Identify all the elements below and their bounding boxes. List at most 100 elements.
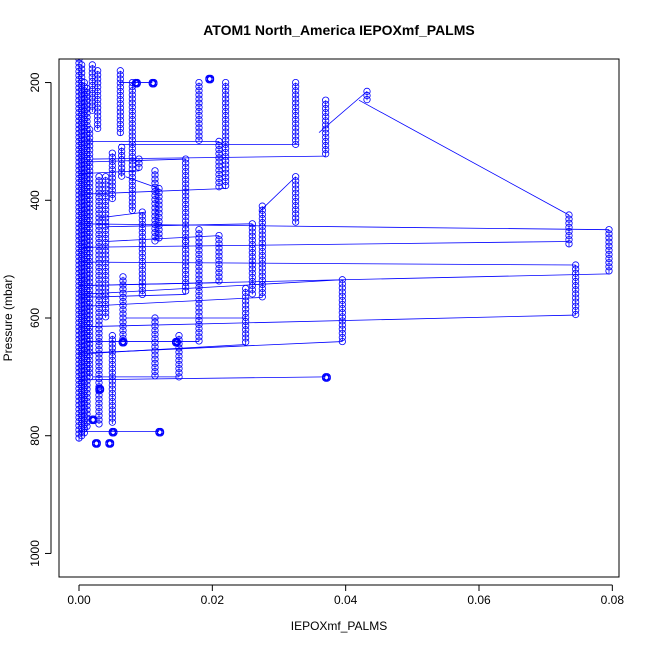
data-point — [258, 256, 266, 264]
data-point — [128, 140, 136, 148]
data-point — [565, 227, 573, 236]
data-point — [83, 257, 91, 266]
data-point — [83, 377, 91, 385]
data-point — [572, 277, 580, 286]
y-tick-label: 200 — [28, 72, 42, 92]
data-point — [128, 120, 136, 128]
data-point — [102, 218, 110, 226]
data-point — [95, 403, 103, 412]
data-point — [116, 71, 124, 79]
data-point — [86, 294, 94, 303]
data-point — [83, 369, 91, 377]
data-point — [83, 183, 91, 191]
data-point — [116, 112, 124, 120]
data-point — [86, 270, 94, 278]
data-point — [195, 132, 203, 140]
data-point — [292, 218, 300, 226]
data-point — [182, 246, 190, 254]
data-point — [83, 381, 91, 389]
data-point — [86, 224, 94, 233]
data-point — [108, 373, 116, 381]
data-point — [258, 219, 266, 227]
data-point — [116, 100, 124, 108]
data-point — [138, 274, 146, 282]
data-point — [86, 187, 94, 196]
data-point — [195, 300, 203, 308]
data-point — [195, 116, 203, 124]
data-point — [118, 147, 126, 156]
data-point — [102, 193, 110, 201]
data-point — [95, 399, 103, 407]
data-point — [151, 347, 159, 355]
data-point — [95, 329, 103, 337]
data-point — [108, 365, 116, 373]
data-point — [242, 334, 250, 342]
y-tick-label: 400 — [28, 190, 42, 210]
data-point — [83, 241, 91, 249]
data-point — [222, 120, 230, 128]
data-point — [242, 317, 250, 326]
data-point — [258, 231, 266, 239]
data-point — [102, 292, 110, 300]
data-point — [242, 338, 250, 346]
data-point — [86, 323, 94, 332]
data-point — [116, 87, 124, 95]
data-point — [215, 141, 223, 150]
data-point — [86, 319, 94, 327]
data-point — [565, 211, 573, 219]
data-point — [128, 177, 136, 186]
data-point — [338, 337, 346, 346]
data-point — [195, 312, 203, 320]
data-point — [83, 126, 91, 134]
data-point — [155, 230, 163, 238]
data-point — [322, 146, 330, 154]
data-point — [128, 202, 136, 210]
data-point — [102, 239, 110, 247]
data-point — [565, 223, 573, 231]
data-point — [102, 296, 110, 304]
data-point — [195, 275, 203, 283]
data-point — [83, 402, 91, 410]
data-point — [195, 271, 203, 279]
data-point — [102, 284, 110, 292]
data-point — [86, 360, 94, 369]
data-point — [258, 264, 266, 272]
data-point — [138, 286, 146, 294]
data-point — [338, 276, 346, 284]
data-point — [108, 385, 116, 393]
data-point — [138, 216, 146, 224]
y-tick-label: 600 — [28, 308, 42, 328]
data-point — [86, 315, 94, 323]
data-point — [572, 306, 580, 314]
data-point — [83, 163, 91, 171]
data-point — [102, 304, 110, 313]
data-point — [83, 294, 91, 303]
data-point — [222, 87, 230, 95]
data-point — [78, 61, 86, 69]
data-point — [195, 304, 203, 312]
data-point — [292, 120, 300, 128]
data-point — [102, 201, 110, 210]
data-point — [83, 422, 91, 430]
data-point — [86, 241, 94, 249]
data-point — [258, 243, 266, 251]
data-point — [94, 120, 102, 128]
data-point — [565, 215, 573, 223]
data-point — [83, 344, 91, 352]
data-point — [182, 225, 190, 233]
data-point — [258, 289, 266, 297]
data-point — [182, 283, 190, 291]
connector-line — [92, 344, 246, 354]
data-point — [195, 87, 203, 95]
y-tick-label: 1000 — [28, 540, 42, 567]
data-point — [83, 109, 91, 117]
x-axis-label: IEPOXmf_PALMS — [291, 619, 387, 633]
data-point — [83, 84, 91, 93]
data-point — [182, 200, 190, 208]
data-point — [195, 103, 203, 111]
data-point — [195, 91, 203, 99]
data-point — [195, 324, 203, 333]
data-point — [215, 256, 223, 264]
data-point — [86, 266, 94, 274]
data-point — [222, 148, 230, 157]
